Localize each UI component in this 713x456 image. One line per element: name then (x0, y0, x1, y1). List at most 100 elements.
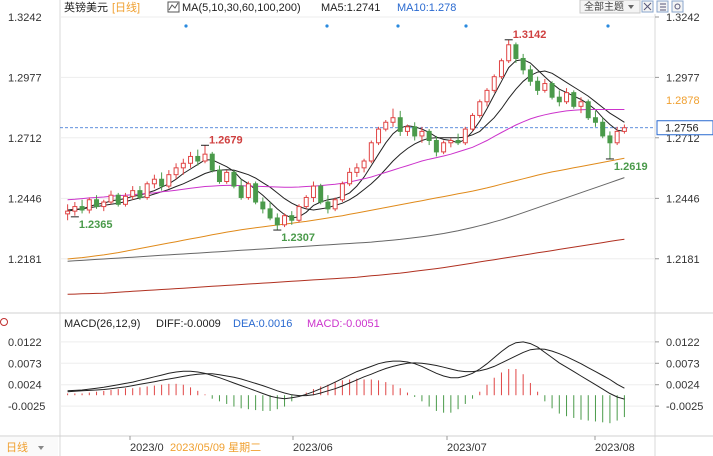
candle (274, 213, 280, 231)
candle (600, 117, 606, 139)
candle-body (94, 199, 100, 208)
candle-body (180, 162, 186, 169)
candle-body (368, 142, 374, 162)
candle-body (267, 208, 273, 219)
candle-body (542, 83, 548, 91)
period-label[interactable]: [日线] (112, 0, 140, 14)
candle-body (231, 171, 237, 187)
theme-button[interactable]: 全部主题 (579, 0, 641, 14)
macd-lines (67, 341, 625, 400)
candle (585, 99, 591, 120)
candle-body (578, 101, 584, 107)
candle (180, 158, 186, 175)
macd-collapse-icon[interactable] (0, 318, 8, 326)
candle-body (339, 183, 345, 201)
candle (455, 133, 461, 146)
ma-line-ma10 (67, 70, 625, 211)
candle (231, 170, 237, 189)
event-marker[interactable] (325, 24, 329, 28)
candle (484, 88, 490, 107)
expand-icon[interactable] (641, 0, 654, 13)
candle-body (361, 160, 367, 169)
candle-body (556, 96, 562, 103)
candle (108, 190, 114, 205)
grid-icon[interactable] (656, 0, 669, 13)
candle-body (433, 139, 439, 153)
candle (412, 122, 418, 141)
candle-body (238, 185, 244, 198)
candle (115, 192, 121, 207)
candle-body (549, 83, 555, 98)
candle-body (282, 215, 288, 226)
candle (282, 213, 288, 228)
candle (614, 126, 620, 146)
candle-body (122, 195, 128, 205)
candle-body (614, 130, 620, 144)
candle-body (144, 183, 150, 198)
candle (621, 124, 627, 134)
symbol-title: 英镑美元 (64, 0, 108, 14)
candle-body (296, 206, 302, 221)
candle-body (130, 190, 136, 197)
candle-body (325, 201, 331, 210)
candle-body (390, 117, 396, 123)
candle-body (470, 114, 476, 130)
candle-body (426, 130, 432, 141)
macd-tick-right: 0.0122 (666, 337, 700, 349)
ma-icon[interactable] (167, 1, 180, 13)
candle (339, 181, 345, 203)
settings-icon[interactable] (671, 0, 684, 13)
event-marker[interactable] (396, 24, 400, 28)
candle-body (195, 155, 201, 162)
price-tick-left: 1.2712 (8, 133, 42, 145)
low-label: 1.2307 (281, 232, 315, 244)
price-tick-left: 1.3242 (8, 12, 42, 24)
candle (224, 170, 230, 184)
candle-body (332, 199, 338, 210)
candle (173, 163, 179, 180)
time-label: 2023/07 (447, 442, 487, 454)
high-label: 1.2679 (209, 134, 243, 146)
candle-body (477, 101, 483, 116)
macd-dea-line (67, 348, 625, 397)
event-marker[interactable] (606, 24, 610, 28)
candle (527, 65, 533, 86)
candle-body (397, 117, 403, 132)
current-price-text: 1.2756 (665, 123, 699, 135)
ma5-label: MA5:1.2741 (321, 2, 380, 14)
ma10-label: MA10:1.278 (397, 2, 456, 14)
time-axis: 2023/0 2023/06 2023/07 2023/08 2023/05/09 星期… (129, 436, 635, 454)
candle (556, 90, 562, 107)
ma-line-ma60 (67, 157, 625, 260)
period-tab[interactable] (0, 437, 58, 456)
candle (122, 192, 128, 207)
price-tick-right: 1.2977 (666, 72, 700, 84)
price-axis-ticks: 1.3242 1.3242 1.2977 1.2977 1.2712 1.2712 1.24… (8, 12, 700, 266)
candle (332, 197, 338, 212)
candle (383, 119, 389, 132)
candle-body (137, 190, 143, 198)
event-marker[interactable] (464, 24, 468, 28)
candle (72, 202, 78, 216)
high-label: 1.3142 (513, 29, 547, 41)
candle-body (347, 171, 353, 185)
theme-button-label: 全部主题 (584, 0, 624, 13)
ma-line-ma200 (67, 238, 625, 295)
macd-histogram (67, 368, 625, 424)
candle-body (621, 127, 627, 132)
event-marker[interactable] (184, 24, 188, 28)
candle (390, 108, 396, 127)
candle (592, 110, 598, 127)
candle (347, 167, 353, 187)
candle-body (491, 76, 497, 91)
macd-tick-right: 0.0073 (666, 358, 700, 370)
macd-tick-left: -0.0025 (8, 401, 45, 413)
candle (441, 140, 447, 155)
candle-body (448, 139, 454, 144)
candle (65, 204, 71, 221)
candle-body (289, 215, 295, 221)
low-label: 1.2619 (614, 161, 648, 173)
candle (202, 145, 208, 164)
price-tick-right: 1.2446 (666, 193, 700, 205)
